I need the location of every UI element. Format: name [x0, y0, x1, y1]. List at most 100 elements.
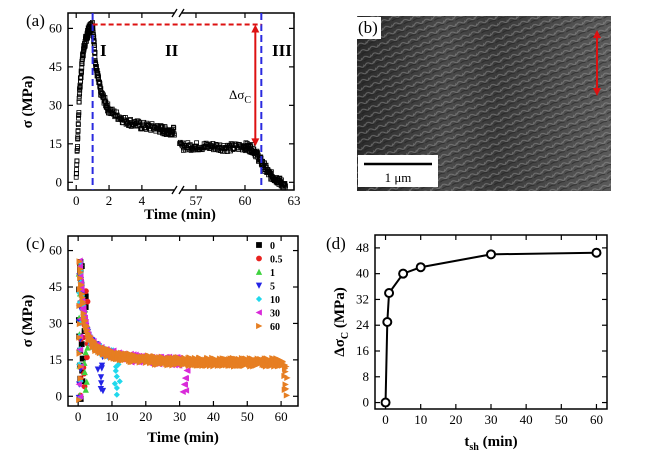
data-point — [82, 349, 89, 356]
x-tick-label: 40 — [520, 412, 533, 427]
x-tick-label: 30 — [485, 412, 498, 427]
data-point — [104, 103, 110, 108]
data-point — [114, 109, 120, 115]
x-tick-label: 63 — [288, 193, 301, 208]
x-tick-label: 60 — [275, 409, 288, 424]
data-point — [83, 378, 90, 385]
data-point — [116, 378, 123, 385]
data-point — [181, 374, 189, 382]
region-i-label: I — [100, 41, 107, 60]
panel-c-xlabel: Time (min) — [147, 430, 219, 446]
y-tick-label: 60 — [49, 243, 62, 258]
panel-d-frame — [374, 234, 608, 410]
data-point — [111, 380, 118, 387]
data-point — [102, 95, 108, 100]
legend-marker — [256, 255, 262, 262]
data-point — [98, 380, 105, 387]
y-tick-label: 15 — [49, 136, 62, 151]
data-point — [76, 396, 83, 404]
arrow-head — [251, 24, 260, 33]
panel-c-label: (c) — [26, 234, 45, 253]
axis-break-mark — [178, 185, 185, 195]
x-tick-label: 2 — [106, 193, 113, 208]
panel-d-data — [380, 247, 602, 408]
panel-c-ylabel: σ (MPa) — [20, 295, 36, 348]
data-point — [380, 397, 391, 408]
x-tick-label: 10 — [105, 409, 118, 424]
y-tick-label: 16 — [356, 343, 370, 358]
y-tick-label: 32 — [356, 291, 369, 306]
legend-marker — [255, 309, 262, 316]
y-tick-label: 24 — [356, 317, 370, 332]
axis-break-mark — [171, 8, 178, 18]
panel-a-ylabel: σ (MPa) — [20, 76, 36, 129]
data-point — [82, 386, 89, 393]
scale-bar-label: 1 μm — [385, 170, 412, 185]
data-point — [76, 346, 84, 353]
data-point — [123, 115, 128, 120]
data-point — [591, 247, 602, 258]
panel-d-xlabel: tsh (min) — [464, 434, 517, 453]
data-point — [76, 320, 84, 328]
legend-label: 0.5 — [270, 255, 283, 266]
data-point — [194, 140, 200, 146]
data-point — [77, 91, 83, 96]
data-point — [79, 65, 85, 71]
panel-a-guides — [91, 13, 263, 190]
x-tick-label: 30 — [173, 409, 186, 424]
data-point — [82, 317, 89, 324]
data-point — [284, 374, 291, 382]
legend-marker — [255, 282, 263, 289]
x-tick-label: 60 — [590, 412, 603, 427]
region-ii-label: II — [165, 41, 179, 60]
x-tick-label: 10 — [414, 412, 427, 427]
legend-label: 30 — [270, 309, 280, 320]
y-tick-label: 0 — [363, 395, 370, 410]
data-point — [76, 110, 82, 115]
x-tick-label: 0 — [73, 193, 80, 208]
x-tick-label: 50 — [241, 409, 254, 424]
panel-c-legend: 0 0.5 1 5 10 30 60 — [255, 241, 283, 333]
panel-a-xlabel: Time (min) — [144, 207, 216, 223]
panel-a: (a) 0 15 30 45 60 0 2 4 57 60 63 I II III ΔσC Time… — [20, 8, 301, 223]
x-tick-label: 0 — [75, 409, 82, 424]
data-point — [80, 304, 87, 312]
data-point — [75, 381, 82, 388]
data-point — [112, 367, 119, 374]
data-point — [282, 381, 289, 388]
data-point — [94, 68, 100, 73]
axis-break-gap — [174, 185, 182, 195]
data-point — [268, 169, 274, 175]
data-point — [133, 123, 138, 129]
legend-marker — [256, 242, 262, 248]
panel-b: (b) 1 μm — [357, 16, 611, 191]
x-tick-label: 40 — [207, 409, 220, 424]
data-point — [80, 52, 86, 58]
panel-d-ticks: 0 8 16 24 32 40 48 0 10 20 30 40 50 60 — [356, 235, 607, 427]
y-tick-label: 0 — [56, 388, 63, 403]
y-tick-label: 30 — [49, 97, 62, 112]
panel-b-label: (b) — [358, 18, 378, 37]
legend-marker — [255, 295, 263, 303]
legend-label: 5 — [270, 282, 275, 293]
data-point — [136, 120, 142, 125]
series-line — [384, 251, 597, 403]
data-point — [84, 344, 91, 351]
x-tick-label: 50 — [555, 412, 568, 427]
data-point — [94, 366, 102, 373]
region-iii-label: III — [272, 41, 292, 60]
panel-a-data — [73, 20, 288, 191]
data-point — [84, 38, 89, 44]
data-point — [76, 393, 84, 400]
data-point — [96, 75, 101, 80]
x-tick-label: 20 — [139, 409, 152, 424]
x-tick-label: 0 — [382, 412, 389, 427]
y-tick-label: 8 — [363, 369, 370, 384]
data-point — [76, 334, 83, 341]
axis-break-mark — [178, 8, 185, 18]
data-point — [82, 41, 88, 47]
